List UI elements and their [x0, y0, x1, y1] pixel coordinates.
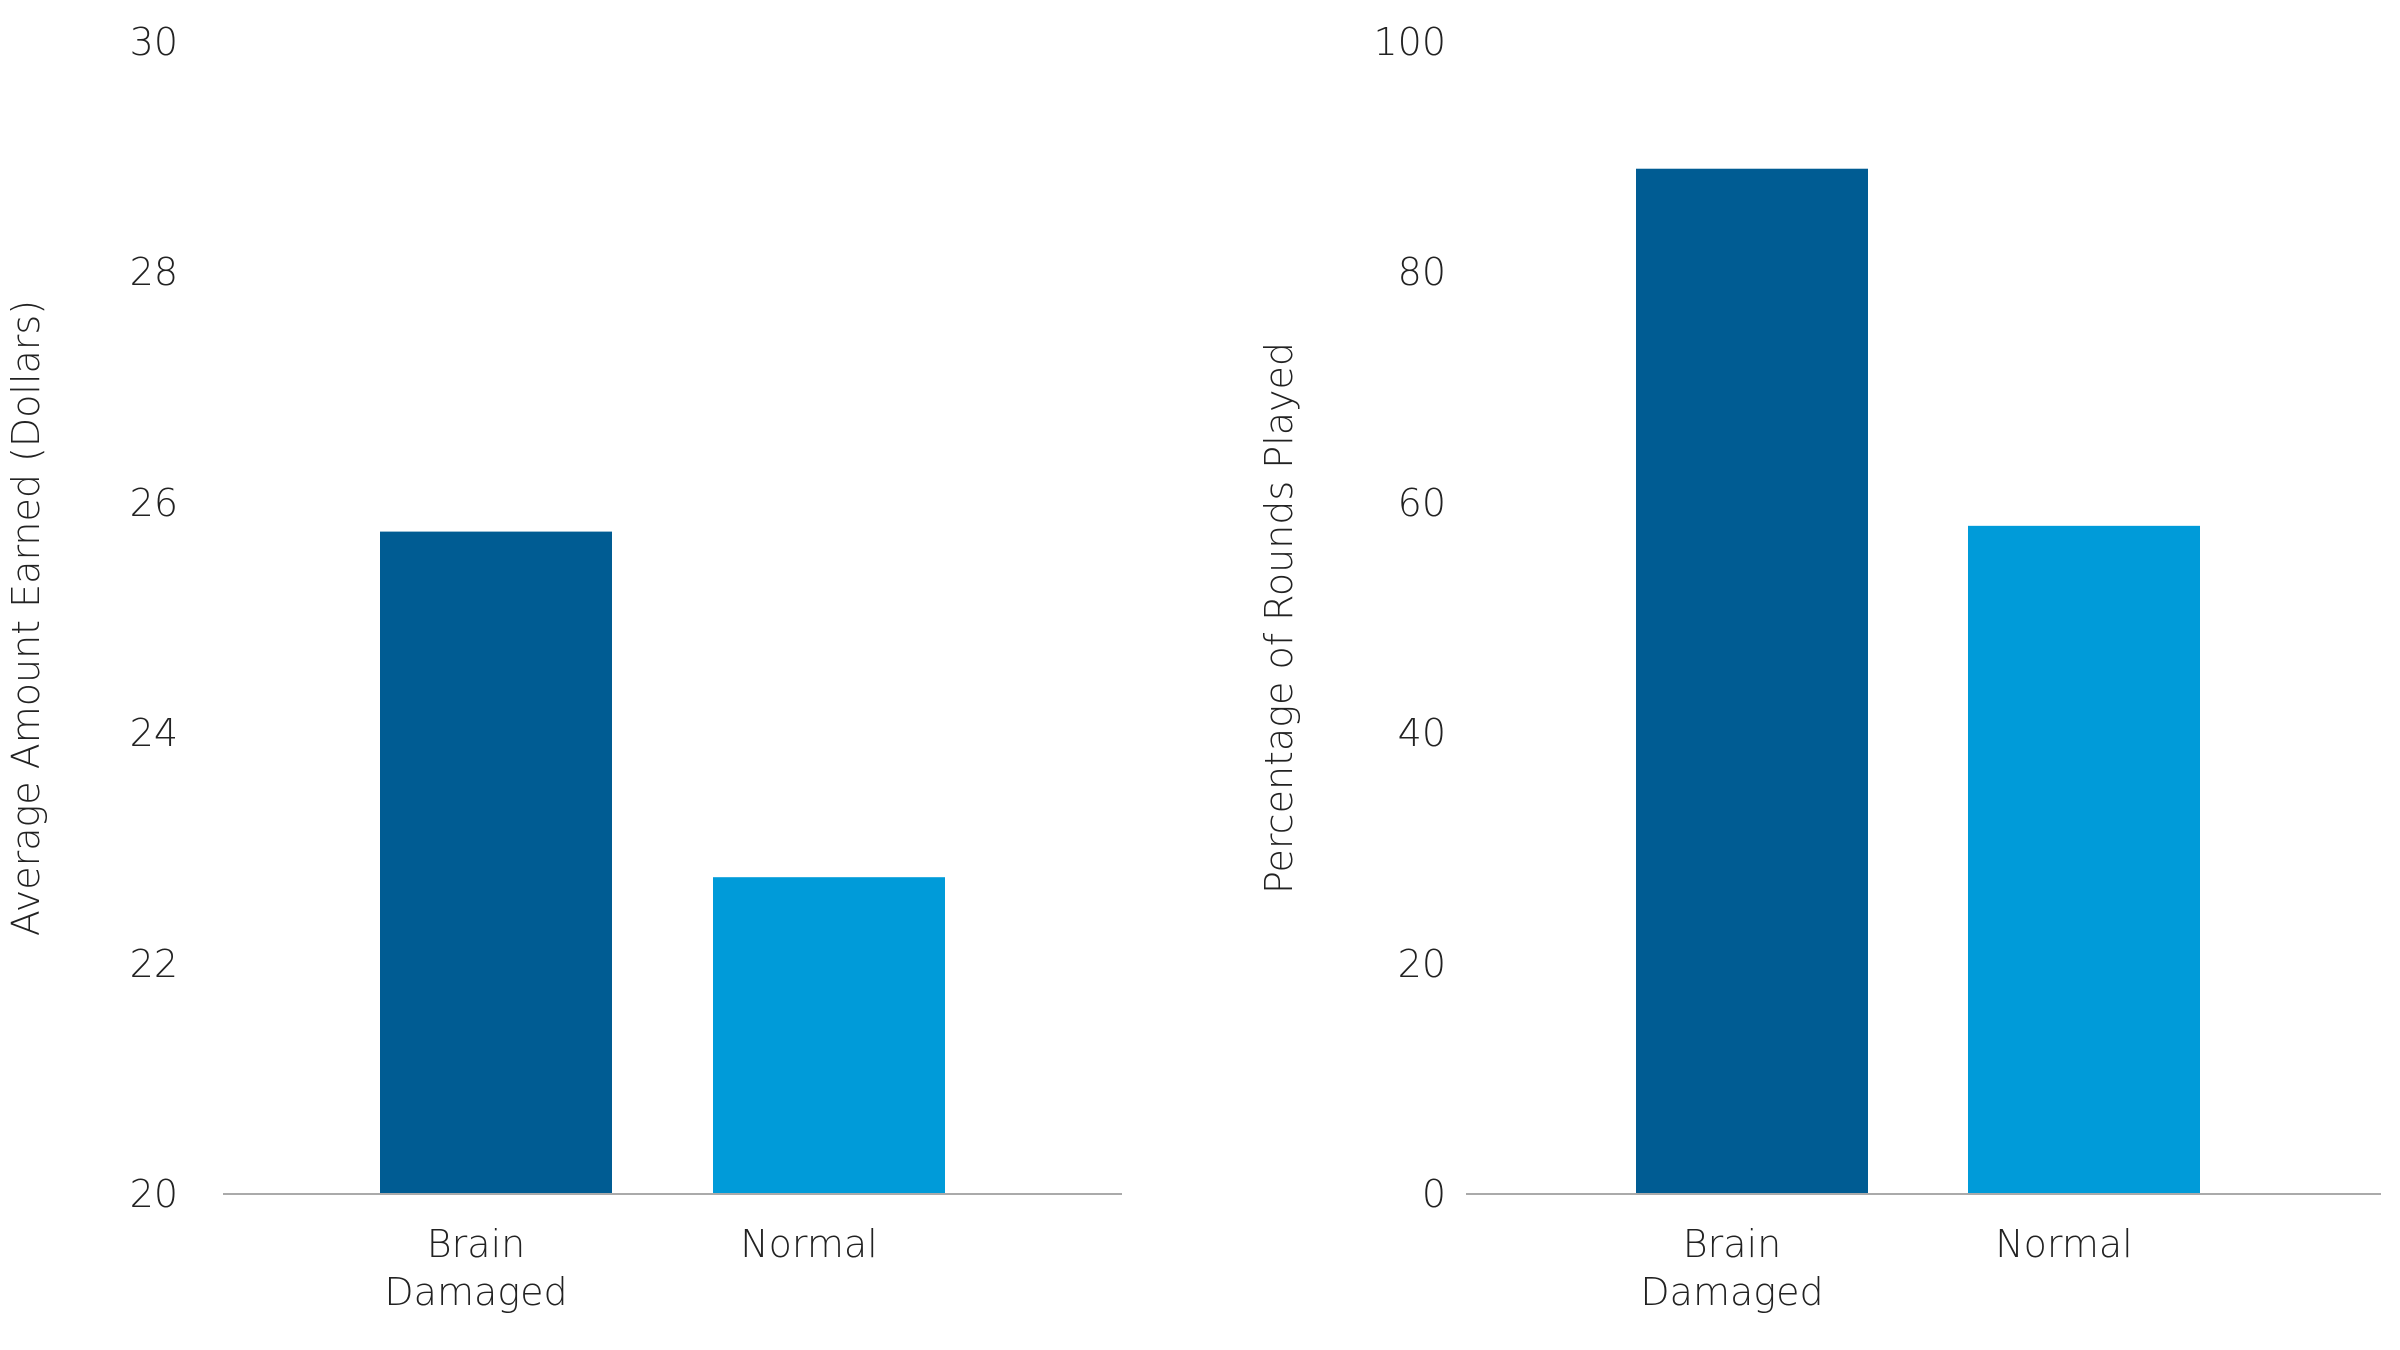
y-tick-label: 80	[1397, 250, 1446, 295]
x-tick-label: Brain Damaged	[1640, 1222, 1824, 1314]
y-axis-title: Percentage of Rounds Played	[1257, 341, 1301, 895]
y-tick-label: 26	[129, 480, 178, 525]
y-tick-label: 22	[129, 941, 178, 986]
y-tick-label: 24	[129, 711, 178, 756]
bar	[1968, 525, 2200, 1194]
y-tick-label: 20	[1397, 941, 1446, 986]
y-tick-label: 20	[129, 1172, 178, 1216]
y-axis-title: Average Amount Earned (Dollars)	[4, 299, 48, 937]
y-tick-label: 40	[1397, 711, 1446, 756]
x-tick-label: Normal	[1995, 1222, 2133, 1266]
y-tick-label: 100	[1373, 20, 1446, 64]
bar	[380, 531, 612, 1194]
bar	[1636, 168, 1868, 1195]
x-tick-label: Brain Damaged	[384, 1222, 568, 1314]
y-tick-label: 0	[1421, 1172, 1446, 1216]
bar	[713, 877, 945, 1194]
y-tick-label: 60	[1397, 480, 1446, 525]
x-tick-label: Normal	[740, 1222, 878, 1266]
y-tick-label: 28	[129, 250, 178, 295]
y-tick-label: 30	[129, 20, 178, 64]
